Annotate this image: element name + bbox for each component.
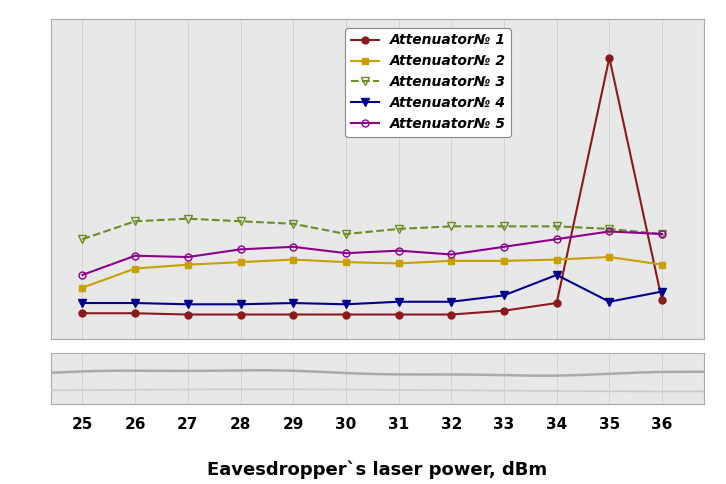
Attenuator№ 2: [552, 257, 561, 262]
Attenuator№ 5: [236, 246, 245, 252]
Attenuator№ 5: [552, 236, 561, 242]
Text: 26: 26: [124, 417, 146, 432]
Line: Attenuator№ 2: Attenuator№ 2: [79, 254, 666, 291]
Text: 27: 27: [177, 417, 198, 432]
Attenuator№ 4: [341, 302, 350, 307]
Attenuator№ 4: [289, 300, 298, 306]
Attenuator№ 1: [394, 312, 403, 318]
Attenuator№ 1: [184, 312, 192, 318]
Attenuator№ 3: [236, 218, 245, 224]
Attenuator№ 1: [447, 312, 456, 318]
Attenuator№ 1: [236, 312, 245, 318]
Text: 34: 34: [546, 417, 567, 432]
Attenuator№ 5: [394, 248, 403, 254]
Attenuator№ 5: [289, 244, 298, 250]
Attenuator№ 1: [605, 55, 613, 60]
Attenuator№ 4: [552, 272, 561, 278]
Text: 30: 30: [335, 417, 356, 432]
Line: Attenuator№ 3: Attenuator№ 3: [78, 214, 666, 243]
Attenuator№ 5: [658, 231, 666, 237]
Line: Attenuator№ 4: Attenuator№ 4: [78, 271, 666, 308]
Text: 31: 31: [388, 417, 409, 432]
Attenuator№ 3: [289, 221, 298, 227]
Attenuator№ 1: [78, 310, 87, 316]
Line: Attenuator№ 1: Attenuator№ 1: [79, 54, 666, 318]
Attenuator№ 4: [184, 302, 192, 307]
Attenuator№ 1: [499, 308, 508, 314]
Attenuator№ 3: [184, 216, 192, 222]
Attenuator№ 5: [447, 252, 456, 257]
Attenuator№ 2: [605, 254, 613, 260]
Attenuator№ 1: [658, 298, 666, 303]
Attenuator№ 2: [289, 257, 298, 262]
Attenuator№ 4: [236, 302, 245, 307]
Text: 28: 28: [230, 417, 251, 432]
Attenuator№ 4: [658, 288, 666, 294]
Text: 33: 33: [494, 417, 515, 432]
Attenuator№ 1: [552, 300, 561, 306]
Attenuator№ 5: [499, 244, 508, 250]
Attenuator№ 5: [184, 254, 192, 260]
Attenuator№ 3: [394, 226, 403, 232]
Text: 29: 29: [282, 417, 304, 432]
Attenuator№ 4: [447, 299, 456, 304]
Attenuator№ 1: [289, 312, 298, 318]
Attenuator№ 2: [131, 266, 139, 272]
Text: 36: 36: [651, 417, 673, 432]
Attenuator№ 1: [341, 312, 350, 318]
Attenuator№ 3: [552, 224, 561, 229]
Text: 32: 32: [441, 417, 462, 432]
Attenuator№ 5: [341, 250, 350, 256]
Attenuator№ 2: [499, 258, 508, 264]
Attenuator№ 3: [605, 226, 613, 232]
Attenuator№ 2: [184, 262, 192, 268]
Attenuator№ 2: [78, 285, 87, 290]
Text: Eavesdropper`s laser power, dBm: Eavesdropper`s laser power, dBm: [208, 461, 547, 479]
Attenuator№ 4: [394, 299, 403, 304]
Attenuator№ 2: [394, 260, 403, 266]
Attenuator№ 3: [341, 231, 350, 237]
Attenuator№ 4: [605, 299, 613, 304]
Attenuator№ 5: [78, 272, 87, 278]
Attenuator№ 5: [605, 228, 613, 234]
Attenuator№ 3: [499, 224, 508, 229]
Text: 35: 35: [599, 417, 620, 432]
Attenuator№ 4: [499, 292, 508, 298]
Legend: Attenuator№ 1, Attenuator№ 2, Attenuator№ 3, Attenuator№ 4, Attenuator№ 5: Attenuator№ 1, Attenuator№ 2, Attenuator…: [346, 28, 511, 137]
Attenuator№ 1: [131, 310, 139, 316]
Text: 25: 25: [72, 417, 93, 432]
Attenuator№ 5: [131, 253, 139, 258]
Attenuator№ 2: [447, 258, 456, 264]
Attenuator№ 3: [78, 236, 87, 242]
Attenuator№ 4: [131, 300, 139, 306]
Attenuator№ 2: [658, 262, 666, 268]
Line: Attenuator№ 5: Attenuator№ 5: [79, 228, 666, 278]
Attenuator№ 2: [236, 259, 245, 265]
Attenuator№ 3: [658, 231, 666, 237]
Attenuator№ 4: [78, 300, 87, 306]
Attenuator№ 2: [341, 259, 350, 265]
Attenuator№ 3: [131, 218, 139, 224]
Attenuator№ 3: [447, 224, 456, 229]
